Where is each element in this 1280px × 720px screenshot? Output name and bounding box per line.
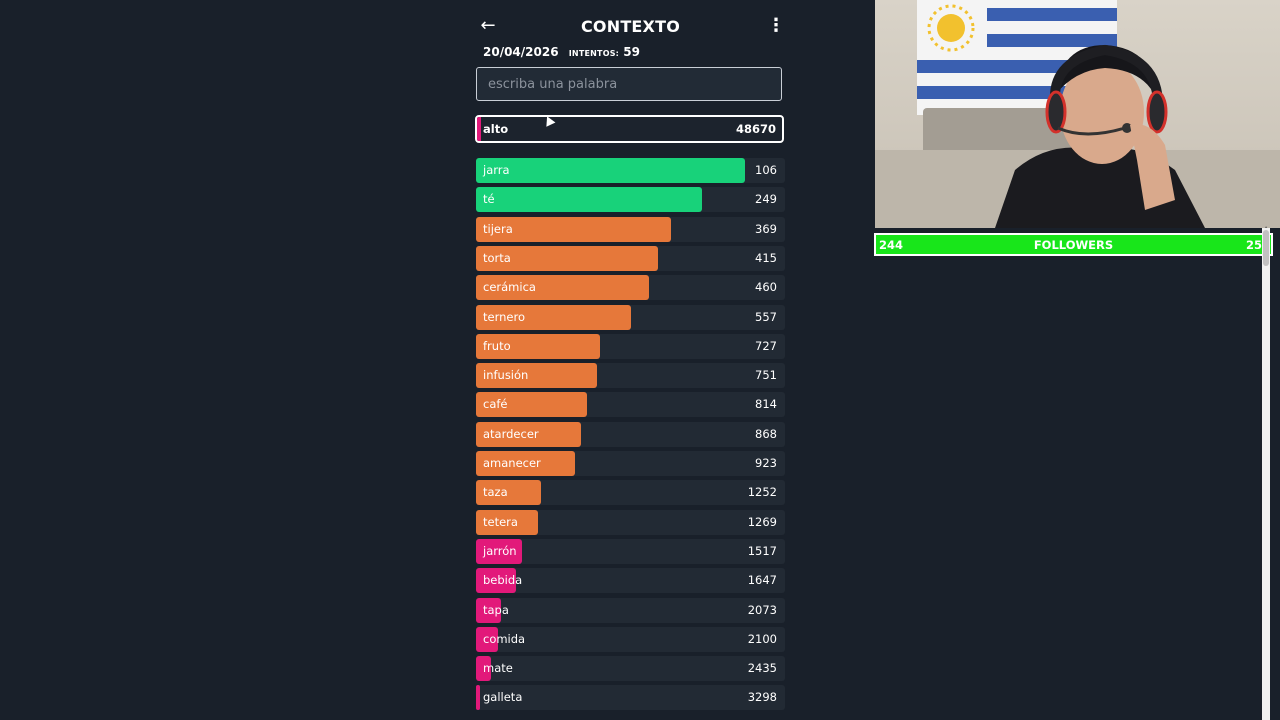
- guess-word: torta: [483, 251, 511, 265]
- guess-row: tijera 369: [476, 217, 785, 242]
- followers-current: 244: [879, 238, 904, 252]
- guess-rank: 923: [755, 456, 777, 470]
- guess-similarity-bar: [476, 422, 581, 447]
- guess-row: fruto 727: [476, 334, 785, 359]
- guess-row: cerámica 460: [476, 275, 785, 300]
- guess-word: tapa: [483, 603, 509, 617]
- guess-similarity-bar: [476, 598, 501, 623]
- guess-row: atardecer 868: [476, 422, 785, 447]
- guess-rank: 2435: [747, 661, 777, 675]
- guess-row: tetera 1269: [476, 510, 785, 535]
- guess-row: amanecer 923: [476, 451, 785, 476]
- guess-similarity-bar: [476, 305, 631, 330]
- guess-word: café: [483, 397, 508, 411]
- guess-word: infusión: [483, 368, 529, 382]
- guess-rank: 814: [755, 397, 777, 411]
- last-guess-rank: 48670: [735, 122, 776, 136]
- scrollbar[interactable]: [1262, 228, 1270, 720]
- guess-word: jarrón: [483, 544, 517, 558]
- guess-rank: 2100: [747, 632, 777, 646]
- guess-rank: 106: [755, 163, 777, 177]
- guess-word: cerámica: [483, 280, 536, 294]
- guess-row: infusión 751: [476, 363, 785, 388]
- streamer-image: [995, 44, 1205, 228]
- followers-label: FOLLOWERS: [1033, 238, 1114, 252]
- guess-row: ternero 557: [476, 305, 785, 330]
- last-guess-row: alto 48670: [475, 115, 784, 143]
- guess-similarity-bar: [476, 627, 498, 652]
- scrollbar-thumb[interactable]: [1263, 230, 1269, 266]
- guess-word: amanecer: [483, 456, 541, 470]
- guess-similarity-bar: [476, 363, 597, 388]
- guess-similarity-bar: [476, 187, 702, 212]
- guess-word: galleta: [483, 690, 523, 704]
- guess-word: ternero: [483, 310, 525, 324]
- guess-word: mate: [483, 661, 513, 675]
- guess-rank: 1517: [747, 544, 777, 558]
- guess-similarity-bar: [476, 275, 649, 300]
- guess-word: taza: [483, 485, 508, 499]
- guess-row: bebida 1647: [476, 568, 785, 593]
- guess-rank: 751: [755, 368, 777, 382]
- guess-similarity-bar: [476, 568, 516, 593]
- guess-row: mate 2435: [476, 656, 785, 681]
- guess-similarity-bar: [476, 539, 522, 564]
- guess-word: tetera: [483, 515, 518, 529]
- guess-rank: 1252: [747, 485, 777, 499]
- guess-rank: 460: [755, 280, 777, 294]
- guess-row: comida 2100: [476, 627, 785, 652]
- last-guess-accent: [477, 117, 481, 141]
- guess-row: café 814: [476, 392, 785, 417]
- guess-rank: 415: [755, 251, 777, 265]
- guess-word: tijera: [483, 222, 513, 236]
- last-guess-word: alto: [483, 122, 509, 136]
- followers-goal-bar: 244 FOLLOWERS 250: [874, 233, 1273, 256]
- guess-similarity-bar: [476, 480, 541, 505]
- guess-similarity-bar: [476, 656, 491, 681]
- guess-similarity-bar: [476, 510, 538, 535]
- webcam-feed: [875, 0, 1280, 228]
- guess-word: comida: [483, 632, 526, 646]
- guess-similarity-bar: [476, 217, 671, 242]
- guess-rank: 1269: [747, 515, 777, 529]
- guess-similarity-bar: [476, 685, 480, 710]
- guess-similarity-bar: [476, 246, 658, 271]
- guess-word: bebida: [483, 573, 523, 587]
- guess-row: torta 415: [476, 246, 785, 271]
- game-info: 20/04/2026 INTENTOS: 59: [483, 45, 640, 59]
- guess-rank: 557: [755, 310, 777, 324]
- guess-similarity-bar: [476, 451, 575, 476]
- top-bar: ← CONTEXTO ⋮: [476, 14, 785, 40]
- game-date: 20/04/2026: [483, 45, 559, 59]
- guess-similarity-bar: [476, 334, 600, 359]
- guess-rank: 3298: [747, 690, 777, 704]
- guess-word: atardecer: [483, 427, 539, 441]
- kebab-menu-icon[interactable]: ⋮: [767, 15, 785, 36]
- guess-similarity-bar: [476, 392, 587, 417]
- guess-rank: 249: [755, 192, 777, 206]
- guess-similarity-bar: [476, 158, 745, 183]
- page-title: CONTEXTO: [580, 17, 681, 36]
- guess-word: té: [483, 192, 495, 206]
- guess-row: jarrón 1517: [476, 539, 785, 564]
- guess-row: tapa 2073: [476, 598, 785, 623]
- guess-rank: 868: [755, 427, 777, 441]
- guess-rank: 2073: [747, 603, 777, 617]
- word-input-box: [476, 67, 782, 101]
- arrow-left-icon[interactable]: ←: [480, 15, 496, 36]
- guess-row: galleta 3298: [476, 685, 785, 710]
- guess-rank: 369: [755, 222, 777, 236]
- attempts-label: INTENTOS:: [568, 49, 620, 58]
- guess-rank: 1647: [747, 573, 777, 587]
- contexto-game: ← CONTEXTO ⋮ 20/04/2026 INTENTOS: 59 alt…: [475, 0, 785, 720]
- guess-row: taza 1252: [476, 480, 785, 505]
- word-input[interactable]: [477, 68, 781, 100]
- guess-rank: 727: [755, 339, 777, 353]
- guess-row: té 249: [476, 187, 785, 212]
- guess-word: jarra: [483, 163, 510, 177]
- attempts-count: 59: [623, 45, 640, 59]
- guess-word: fruto: [483, 339, 511, 353]
- guess-row: jarra 106: [476, 158, 785, 183]
